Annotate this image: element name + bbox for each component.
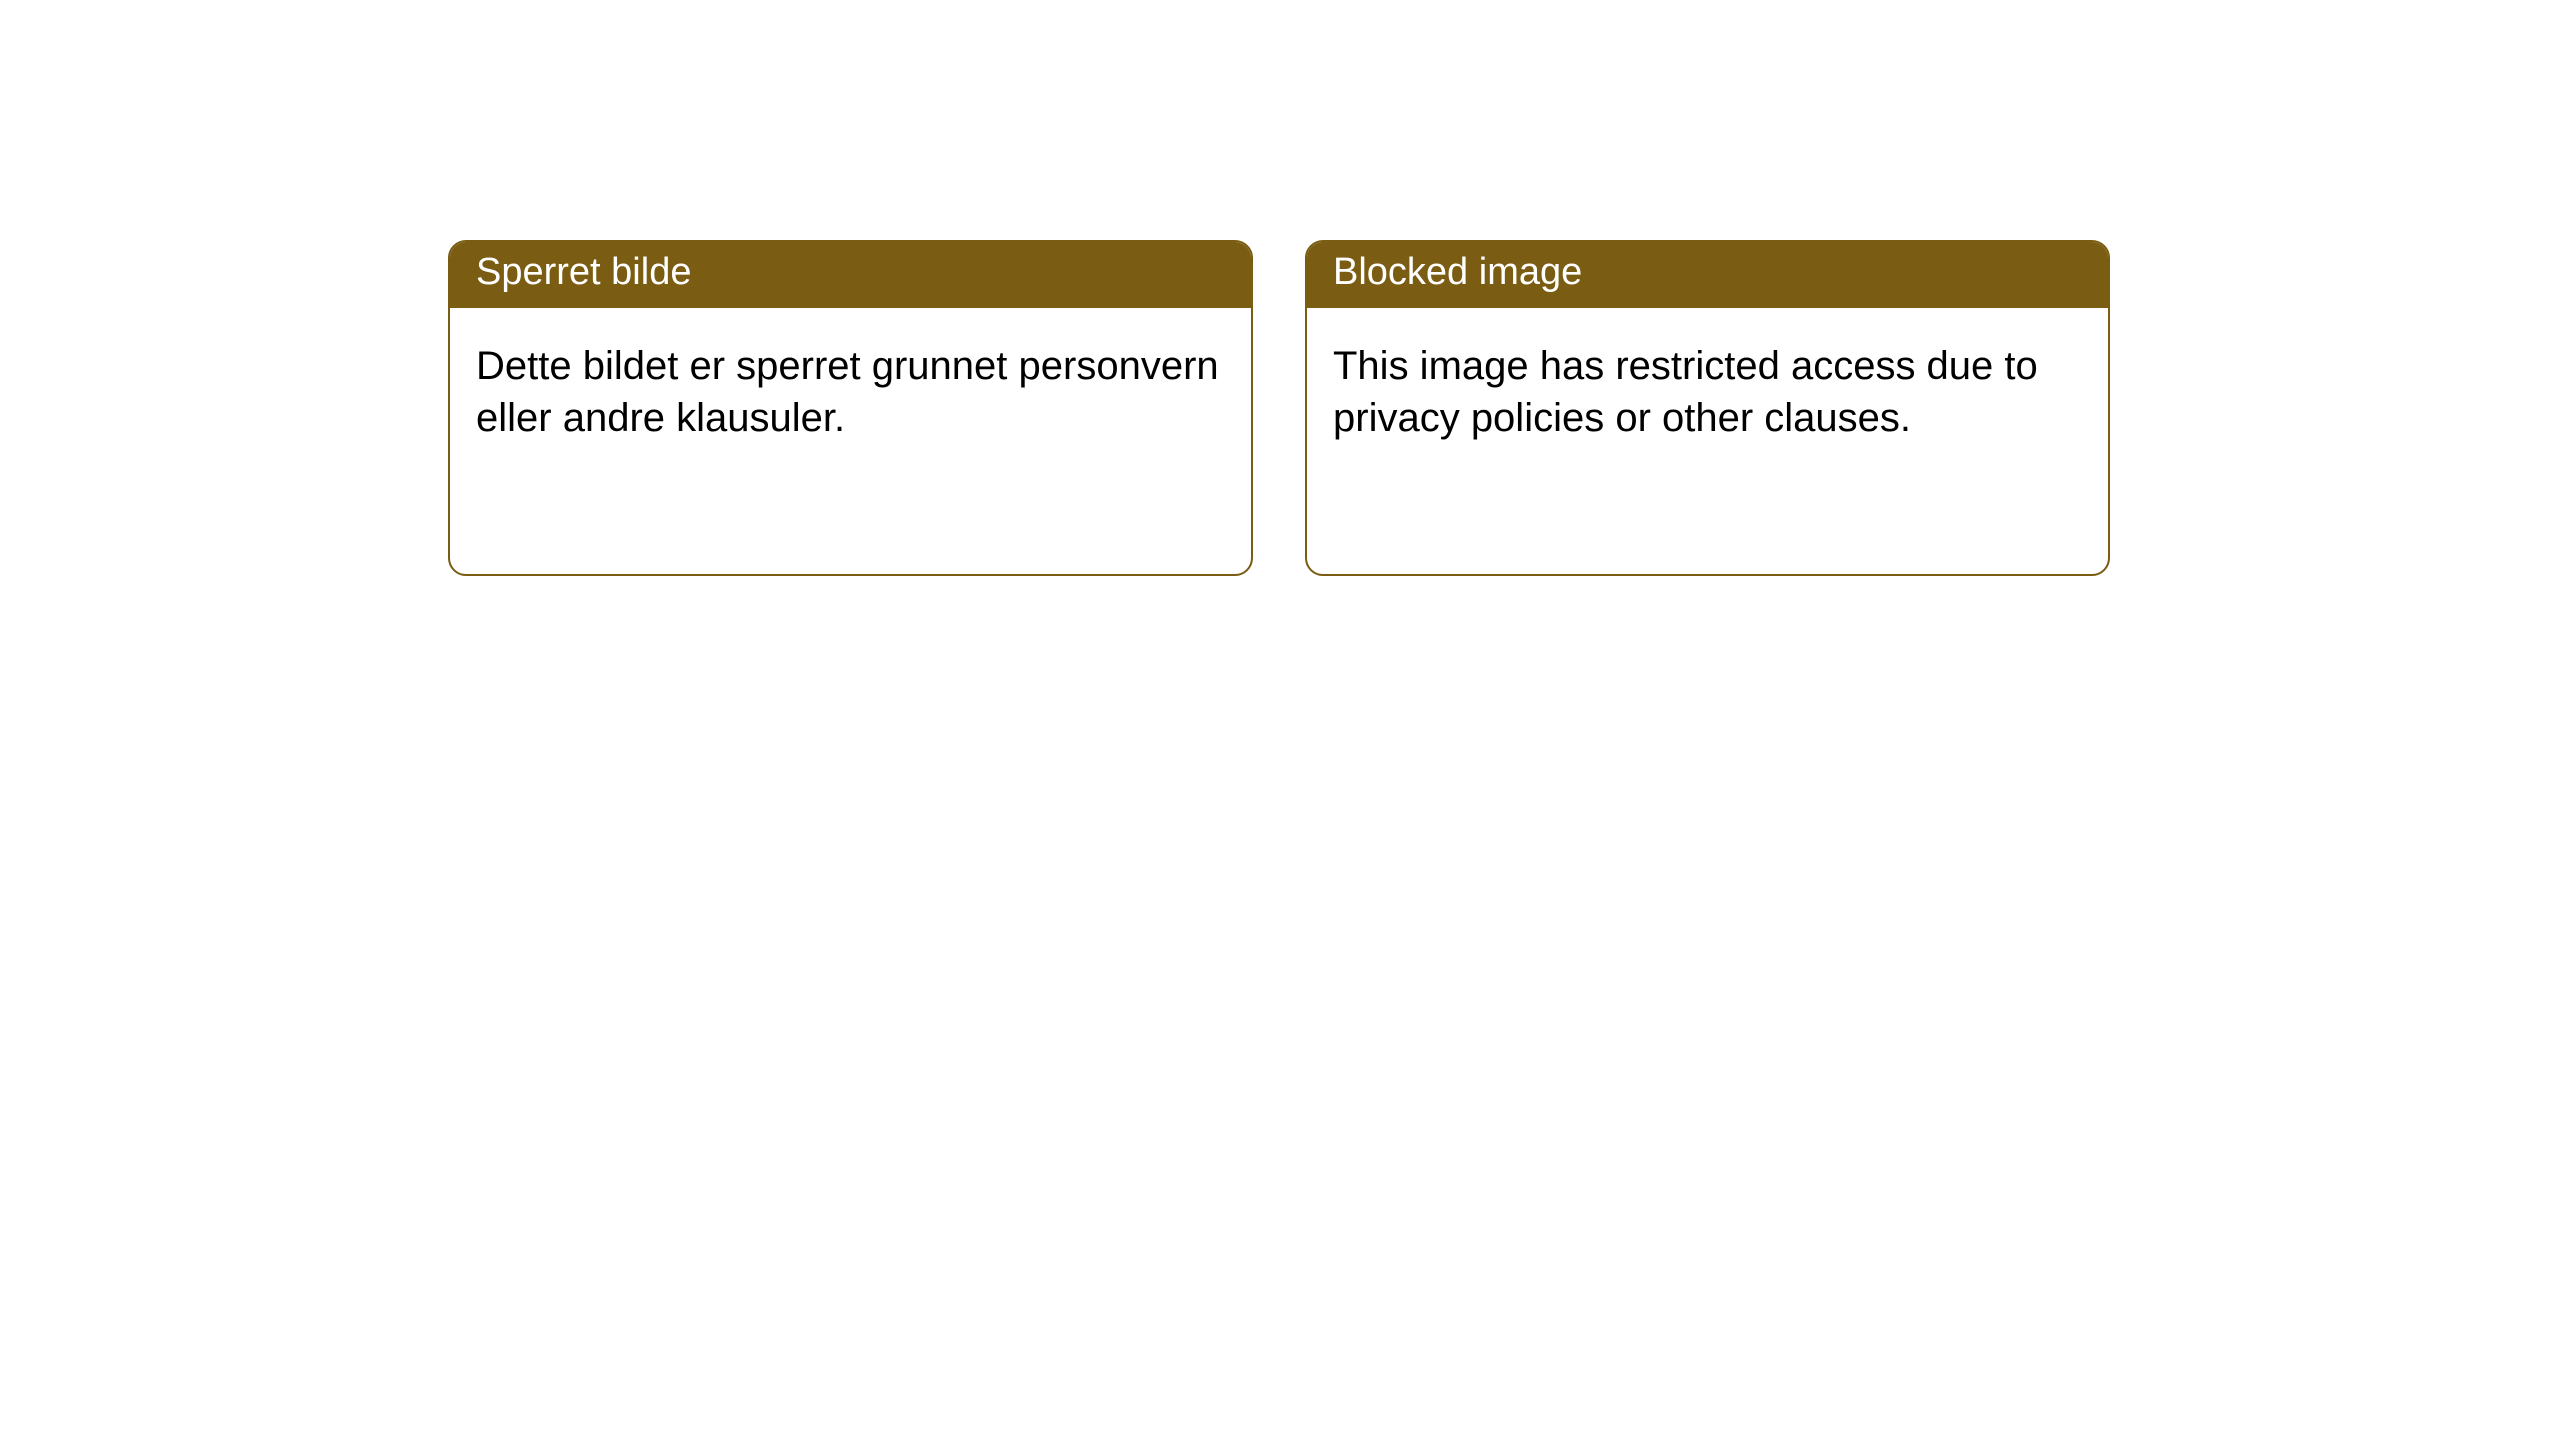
notice-card-norwegian: Sperret bilde Dette bildet er sperret gr… bbox=[448, 240, 1253, 576]
notice-body: This image has restricted access due to … bbox=[1307, 308, 2108, 470]
notice-card-english: Blocked image This image has restricted … bbox=[1305, 240, 2110, 576]
notice-title: Sperret bilde bbox=[450, 242, 1251, 308]
notice-body: Dette bildet er sperret grunnet personve… bbox=[450, 308, 1251, 470]
notice-container: Sperret bilde Dette bildet er sperret gr… bbox=[0, 0, 2560, 576]
notice-title: Blocked image bbox=[1307, 242, 2108, 308]
